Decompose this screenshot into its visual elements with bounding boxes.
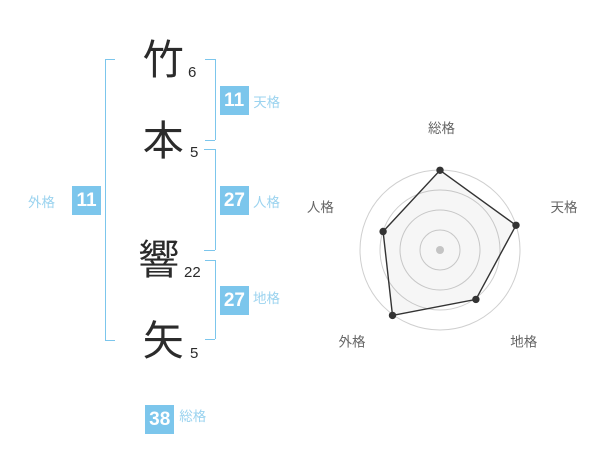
- svg-text:地格: 地格: [510, 335, 537, 350]
- svg-text:天格: 天格: [551, 200, 579, 215]
- svg-text:外格: 外格: [339, 335, 366, 350]
- svg-text:人格: 人格: [307, 200, 334, 215]
- svg-text:総格: 総格: [428, 121, 455, 136]
